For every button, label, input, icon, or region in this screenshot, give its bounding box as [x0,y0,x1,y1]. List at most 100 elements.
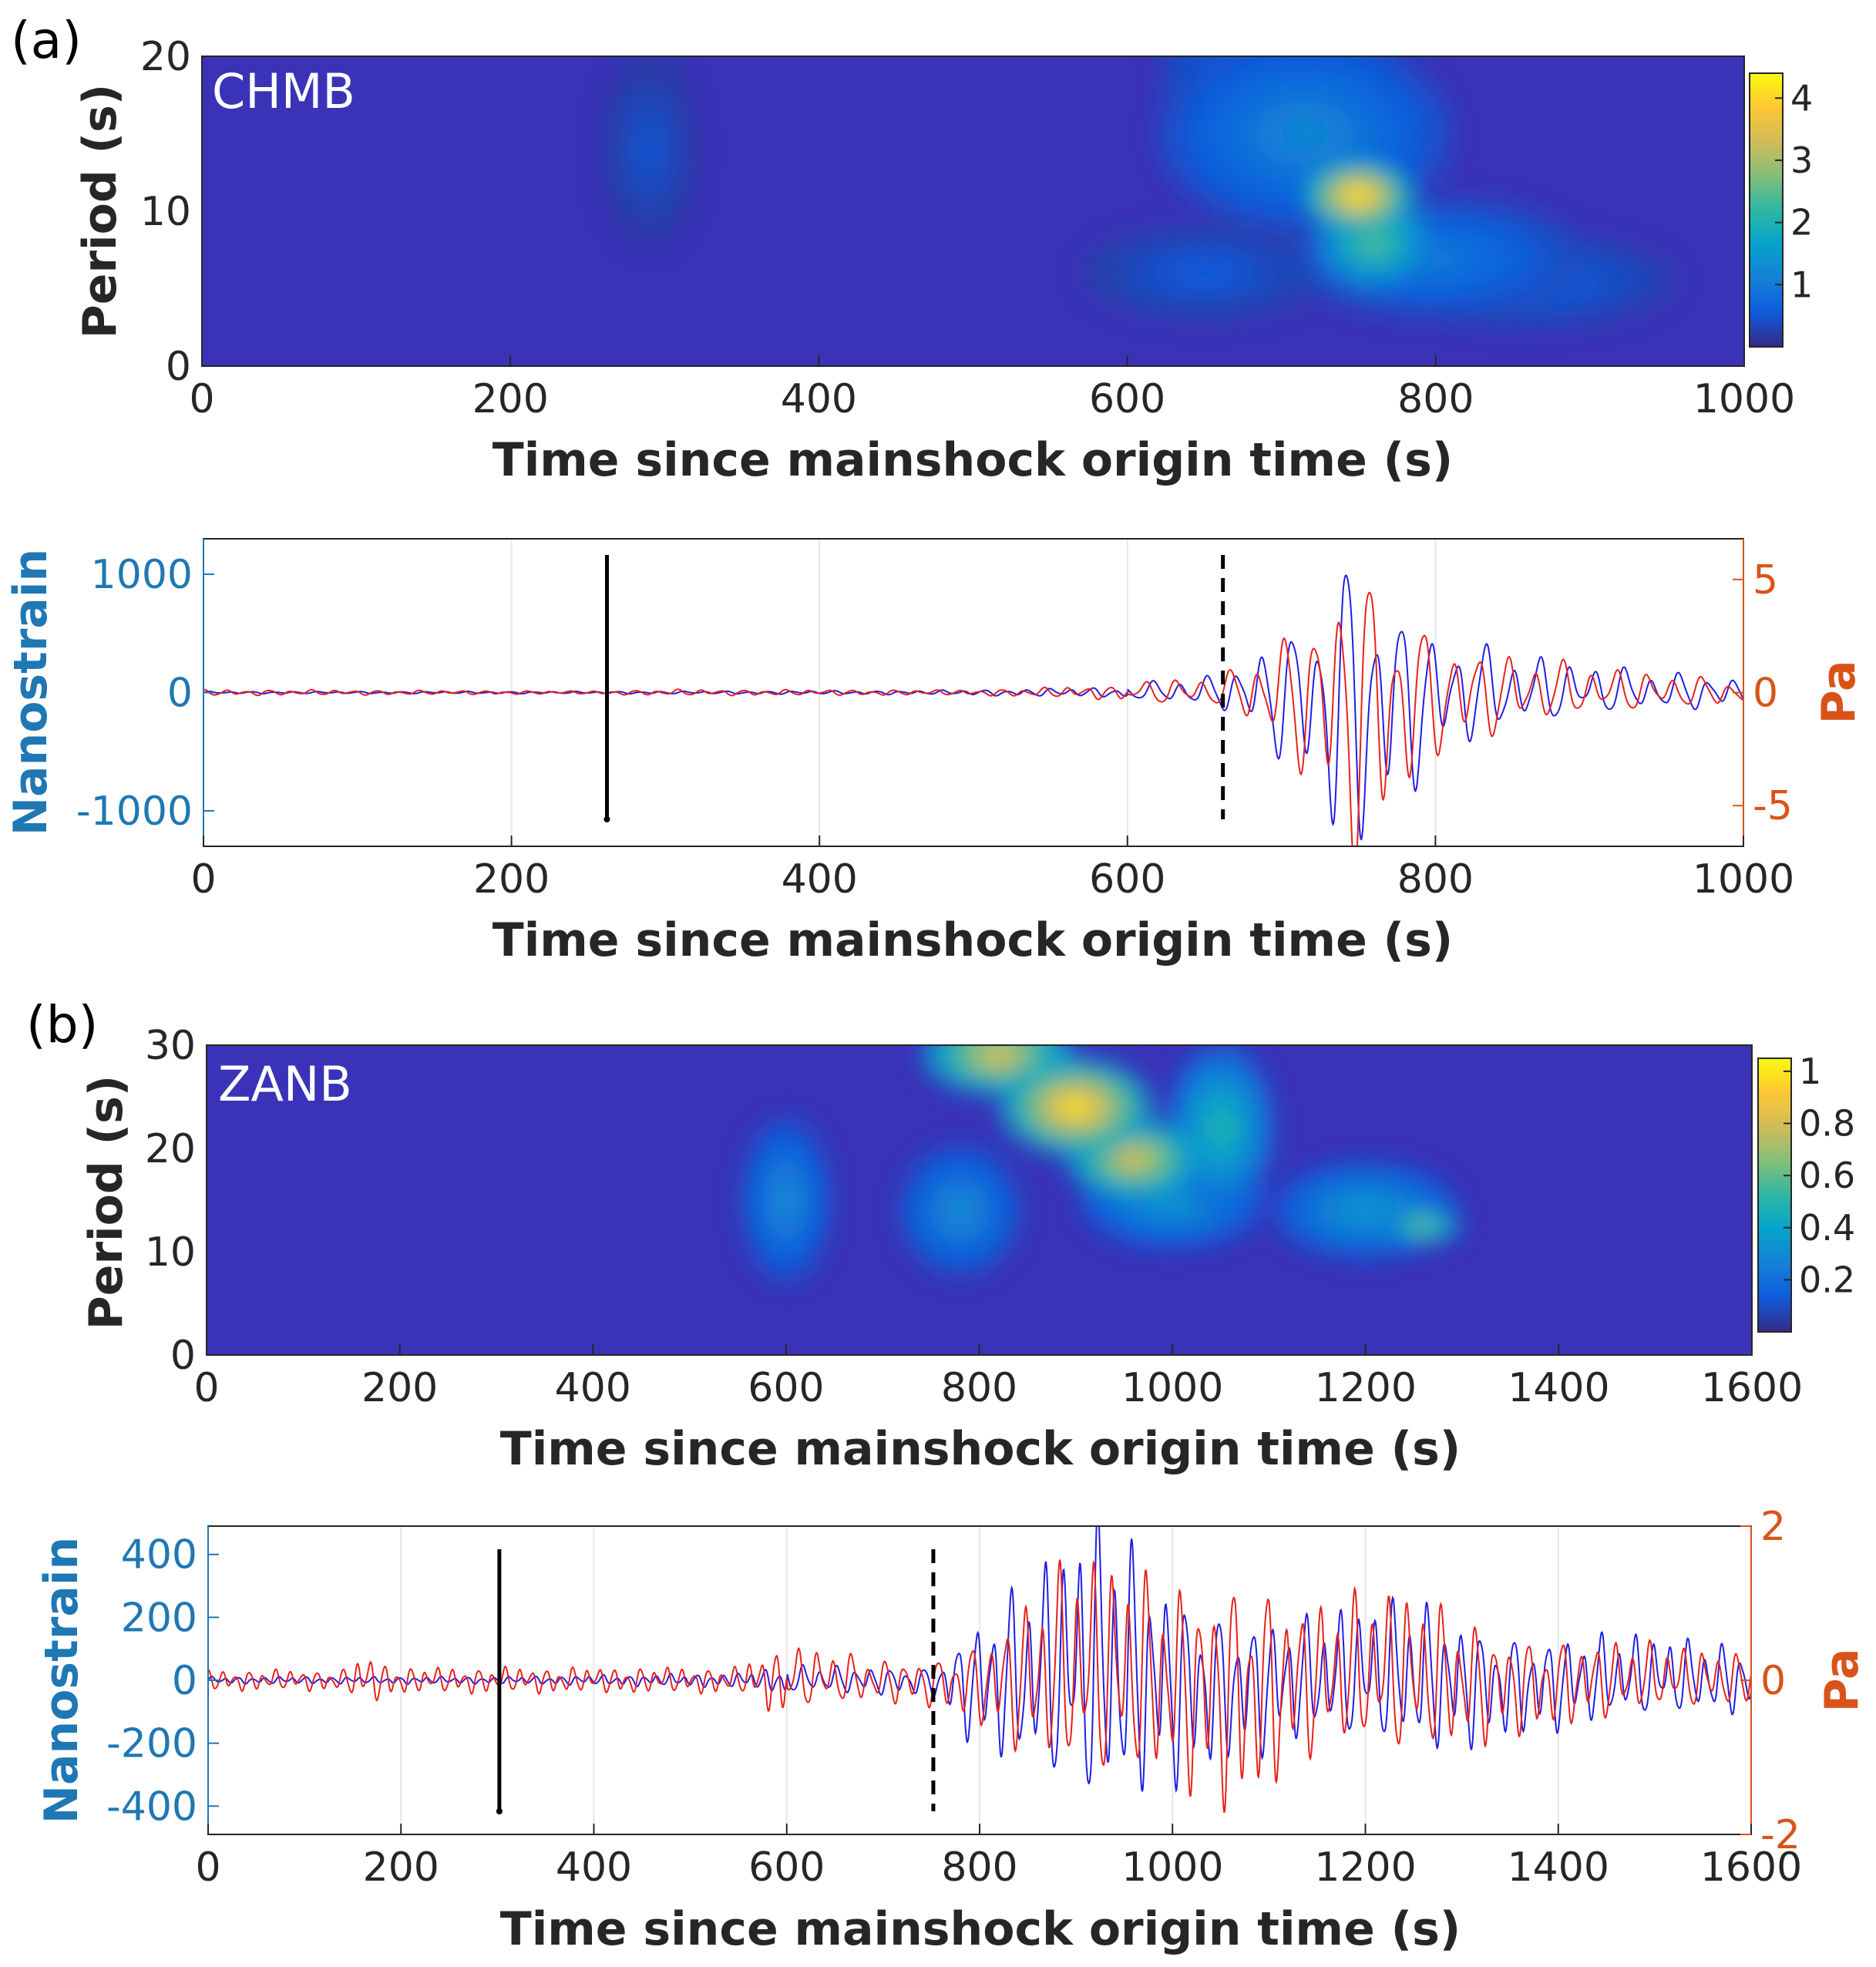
right-tick-label: 5 [1753,557,1778,604]
waveform-a-nanostrain-label: Nanostrain [4,549,58,836]
y-tick-label: 0 [170,1333,196,1379]
colorbar-a [1749,72,1784,348]
x-tick-label: 400 [782,856,858,903]
x-tick-label: 200 [473,856,550,903]
waveform-a-x-ticks: 0 200 400 600 800 1000 [190,836,1794,903]
waveform-b-pa-trace [208,1559,1751,1814]
left-tick-label: -1000 [76,788,193,835]
x-tick-label: 1000 [1121,1365,1223,1411]
x-tick-label: 1200 [1314,1844,1416,1891]
x-tick-label: 800 [1397,376,1474,422]
colorbar-tick-label: 1 [1799,1051,1821,1092]
x-tick-label: 600 [748,1365,824,1411]
heatmap-a-y-label: Period (s) [73,84,127,338]
x-tick-label: 1400 [1508,1844,1609,1891]
x-tick-label: 200 [472,376,549,422]
colorbar-tick-label: 0.4 [1799,1207,1855,1249]
heatmap-hotspot [985,1048,1012,1063]
panel-label-a: (a) [11,11,82,70]
x-tick-label: 800 [941,1365,1017,1411]
waveform-a-pa-trace [203,591,1743,846]
heatmap-a-y-ticks: 0 10 20 [140,34,191,390]
waveform-b-x-ticks: 0 200 400 600 800 1000 1200 1400 1600 [195,1824,1802,1891]
waveform-a-x-label: Time since mainshock origin time (s) [493,913,1453,967]
x-tick-label: 1600 [1700,1844,1802,1891]
left-tick-label: -200 [106,1721,197,1767]
left-tick-label: 0 [172,1658,197,1704]
waveform-a-right-ticks: -5 0 5 [1733,557,1793,829]
x-tick-label: 1000 [1693,856,1794,903]
colorbar-tick-label: 3 [1790,140,1813,181]
x-tick-label: 400 [556,1844,632,1891]
waveform-b-x-label: Time since mainshock origin time (s) [500,1902,1461,1956]
colorbar-tick-label: 0.2 [1799,1259,1855,1300]
x-tick-label: 800 [1397,856,1474,903]
x-tick-label: 1600 [1701,1365,1803,1411]
y-tick-label: 20 [140,34,191,80]
heatmap-b: ZANB 0 200 400 600 800 1000 1200 1400 1600 0 10 20… [79,1023,1855,1476]
colorbar-tick-label: 4 [1790,77,1813,119]
x-tick-label: 1000 [1121,1844,1223,1891]
heatmap-hotspot [1350,190,1368,202]
left-tick-label: 0 [167,671,193,717]
x-tick-label: 200 [363,1844,439,1891]
heatmap-a: CHMB 0 200 400 600 800 1000 0 10 20 Time since … [73,34,1813,487]
left-tick-label: 400 [121,1532,197,1579]
colorbar-tick-label: 0.8 [1799,1103,1855,1145]
x-tick-label: 600 [1089,856,1165,903]
x-tick-label: 1200 [1315,1365,1417,1411]
waveform-b-nanostrain-trace [208,1526,1751,1794]
waveform-a-pa-label: Pa [1812,661,1866,725]
y-tick-label: 10 [145,1229,196,1276]
x-tick-label: 200 [361,1365,438,1411]
waveform-a-nanostrain-trace [203,574,1743,841]
heatmap-hotspot [1212,1114,1230,1142]
x-tick-label: 400 [555,1365,631,1411]
heatmap-a-x-label: Time since mainshock origin time (s) [493,433,1453,487]
x-tick-label: 600 [1089,376,1165,422]
y-tick-label: 30 [145,1023,196,1069]
colorbar-tick-label: 0.6 [1799,1155,1855,1196]
left-tick-label: 1000 [91,552,193,598]
waveform-b-right-ticks: -2 0 2 [1740,1504,1800,1858]
panel-label-b: (b) [26,995,98,1054]
heatmap-b-x-label: Time since mainshock origin time (s) [500,1422,1461,1476]
waveform-b-nanostrain-label: Nanostrain [35,1537,89,1824]
waveform-a-solid-marker-dot [603,816,610,822]
x-tick-label: 1400 [1508,1365,1609,1411]
heatmap-a-hotspots [600,56,1676,331]
right-tick-label: 0 [1760,1658,1786,1704]
waveform-b-pa-label: Pa [1815,1649,1869,1713]
right-tick-label: 2 [1760,1504,1786,1550]
colorbar-b-ticks: 0.2 0.4 0.6 0.8 1 [1784,1051,1855,1300]
waveform-b: 0 200 400 600 800 1000 1200 1400 1600 -400 -200 0 2… [35,1504,1869,1956]
heatmap-hotspot [1279,117,1330,150]
heatmap-hotspot [1063,1098,1089,1116]
heatmap-a-x-ticks: 0 200 400 600 800 1000 [189,355,1795,422]
heatmap-b-hotspots [739,1045,1463,1283]
x-tick-label: 0 [190,856,216,903]
heatmap-b-x-ticks: 0 200 400 600 800 1000 1200 1400 1600 [193,1344,1803,1411]
right-tick-label: -2 [1760,1812,1800,1858]
heatmap-hotspot [1121,1152,1146,1166]
left-tick-label: -400 [106,1784,197,1830]
x-tick-label: 600 [748,1844,825,1891]
heatmap-hotspot [778,1186,794,1214]
colorbar-b [1757,1057,1792,1333]
colorbar-tick-label: 1 [1790,264,1813,305]
x-tick-label: 1000 [1693,376,1795,422]
right-tick-label: 0 [1753,671,1778,717]
waveform-b-left-ticks: -400 -200 0 200 400 [106,1532,219,1830]
left-tick-label: 200 [121,1595,197,1641]
right-tick-label: -5 [1753,783,1793,829]
waveform-a: 0 200 400 600 800 1000 -1000 0 1000 -5 0 5 Time s… [4,538,1866,967]
x-tick-label: 0 [189,376,214,422]
waveform-a-left-ticks: -1000 0 1000 [76,552,214,835]
colorbar-a-ticks: 1 2 3 4 [1775,77,1813,305]
heatmap-b-y-label: Period (s) [79,1075,133,1330]
heatmap-hotspot [640,133,657,166]
heatmap-hotspot [950,1199,970,1222]
heatmap-a-frame [201,55,1745,367]
station-label-zanb: ZANB [218,1056,352,1112]
